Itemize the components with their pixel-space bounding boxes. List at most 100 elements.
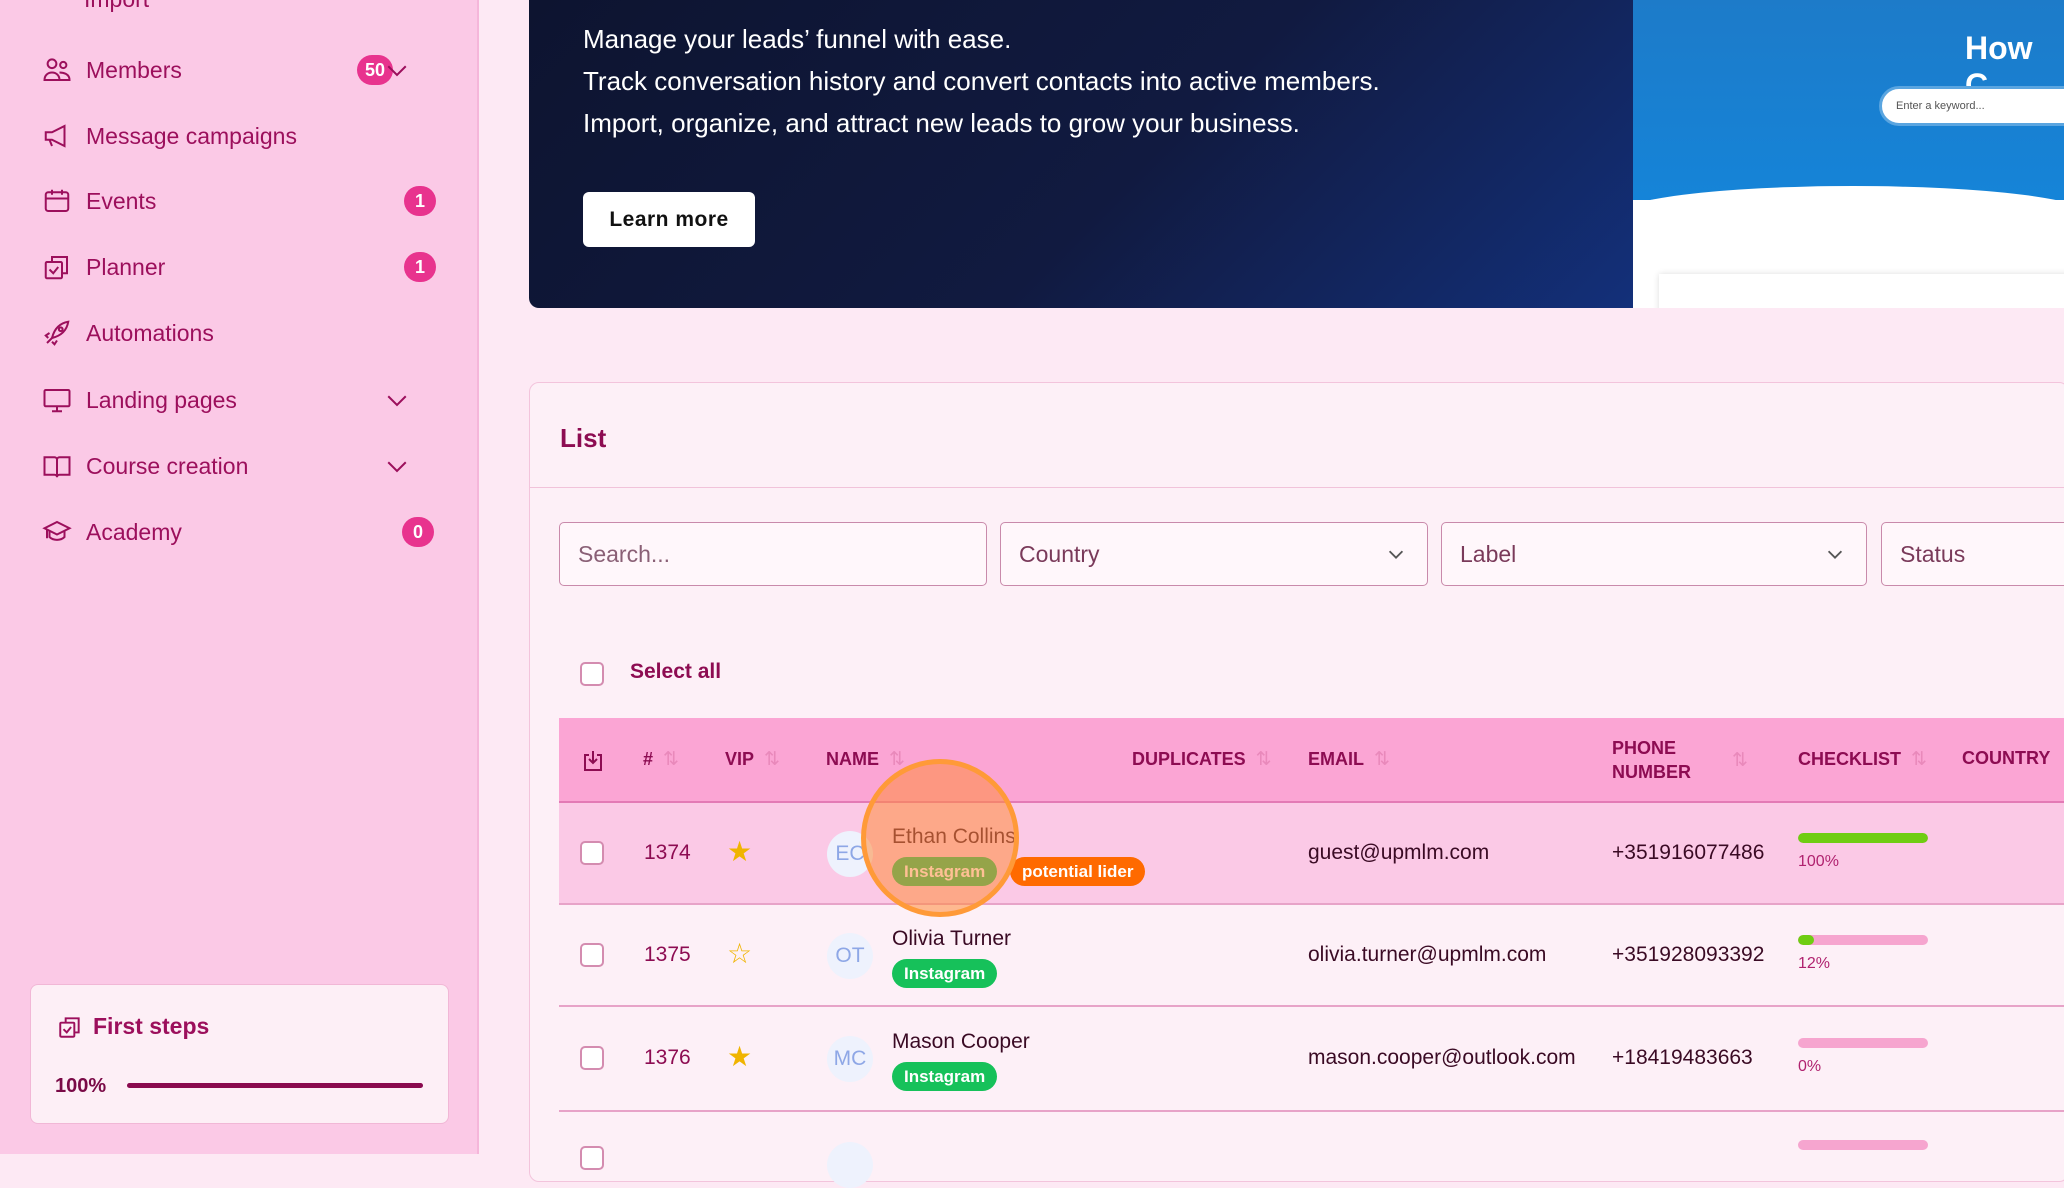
banner-line: Track conversation history and convert c…	[583, 66, 1380, 96]
checklist-progress-bar	[1798, 935, 1928, 945]
sidebar-item-academy[interactable]: Academy 0	[42, 507, 442, 557]
sidebar-item-planner[interactable]: Planner 1	[42, 242, 442, 292]
preview-search: Enter a keyword...	[1879, 86, 2064, 126]
avatar	[827, 1142, 873, 1188]
graduation-cap-icon	[42, 520, 72, 541]
row-checkbox[interactable]	[580, 1146, 604, 1170]
contact-phone: +18419483663	[1612, 1046, 1753, 1069]
sidebar-item-label: Course creation	[86, 452, 249, 479]
click-highlight-indicator	[861, 759, 1019, 917]
users-icon	[43, 58, 71, 81]
row-checkbox[interactable]	[580, 841, 604, 865]
column-header-checklist[interactable]: CHECKLIST ⇅	[1798, 749, 1927, 770]
sidebar-item-label: Members	[86, 56, 182, 83]
column-header-email[interactable]: EMAIL ⇅	[1308, 749, 1390, 770]
column-header-num[interactable]: # ⇅	[643, 749, 679, 770]
contact-name[interactable]: Mason Cooper	[892, 1030, 1030, 1053]
sort-icon: ⇅	[1732, 749, 1748, 771]
academy-count-badge: 0	[402, 517, 434, 547]
rocket-icon	[44, 320, 70, 346]
label-select[interactable]: Label	[1441, 522, 1867, 586]
row-id: 1374	[644, 841, 691, 864]
sidebar-item-import[interactable]: Import	[84, 0, 149, 13]
column-header-vip[interactable]: VIP ⇅	[725, 749, 780, 770]
avatar: OT	[827, 933, 873, 979]
learn-more-button[interactable]: Learn more	[583, 192, 755, 247]
label-select-value: Label	[1460, 540, 1517, 567]
row-checkbox[interactable]	[580, 943, 604, 967]
select-all-checkbox[interactable]	[580, 662, 604, 686]
planner-count-badge: 1	[404, 252, 436, 282]
lead-tag: Instagram	[892, 1062, 998, 1091]
chevron-down-icon[interactable]	[382, 451, 412, 481]
status-select[interactable]: Status	[1881, 522, 2064, 586]
star-filled-icon[interactable]: ★	[727, 1041, 753, 1072]
sidebar-item-events[interactable]: Events 1	[42, 176, 442, 226]
chevron-down-icon[interactable]	[382, 55, 412, 85]
table-row[interactable]: 1375 ☆ OT Olivia Turner Instagram olivia…	[559, 905, 2064, 1007]
list-title: List	[560, 423, 607, 453]
country-select-value: Country	[1019, 540, 1100, 567]
clipboard-check-icon	[44, 256, 68, 280]
sidebar-item-course-creation[interactable]: Course creation	[42, 441, 442, 491]
banner-line: Import, organize, and attract new leads …	[583, 108, 1300, 138]
table-row[interactable]	[559, 1112, 2064, 1188]
column-header-name[interactable]: NAME ⇅	[826, 749, 905, 770]
country-select[interactable]: Country	[1000, 522, 1428, 586]
column-header-country[interactable]: COUNTRY	[1962, 748, 2051, 768]
first-steps-title: First steps	[93, 1013, 210, 1039]
sidebar-item-label: Automations	[86, 319, 214, 346]
chevron-down-icon[interactable]	[382, 385, 412, 415]
sort-icon: ⇅	[1374, 749, 1390, 770]
star-filled-icon[interactable]: ★	[727, 836, 753, 867]
avatar: MC	[827, 1036, 873, 1082]
clipboard-check-icon	[59, 1016, 80, 1038]
row-id: 1375	[644, 943, 691, 966]
first-steps-card[interactable]: First steps 100%	[30, 984, 449, 1124]
monitor-icon	[43, 389, 71, 413]
checklist-percent: 0%	[1798, 1058, 1822, 1075]
row-id: 1376	[644, 1046, 691, 1069]
column-header-duplicates[interactable]: DUPLICATES ⇅	[1132, 749, 1272, 770]
sidebar-item-message-campaigns[interactable]: Message campaigns	[42, 111, 442, 161]
checklist-progress-bar	[1798, 1140, 1928, 1150]
sidebar-item-label: Planner	[86, 253, 166, 280]
sidebar: Import Members 50 Message campaigns Even…	[0, 0, 479, 1154]
column-header-phone[interactable]: PHONE NUMBER ⇅	[1612, 738, 1748, 782]
members-count-badge: 50	[357, 55, 394, 85]
select-all-label[interactable]: Select all	[630, 660, 722, 683]
table-header: # ⇅ VIP ⇅ NAME ⇅ DUPLICATES ⇅ EMAIL ⇅ PHONE N…	[559, 718, 2064, 803]
sidebar-item-landing-pages[interactable]: Landing pages	[42, 375, 442, 425]
chevron-down-icon	[1388, 550, 1404, 559]
checklist-progress-bar	[1798, 1038, 1928, 1048]
book-icon	[43, 456, 71, 478]
lead-tag: potential lider	[1010, 857, 1146, 886]
checklist-progress-bar	[1798, 833, 1928, 843]
sort-icon: ⇅	[1255, 749, 1272, 770]
table-row[interactable]: 1374 ★ EC Ethan Collins Instagrampotenti…	[559, 803, 2064, 905]
banner-line: Manage your leads’ funnel with ease.	[583, 24, 1012, 54]
sort-icon: ⇅	[1911, 749, 1927, 770]
promo-banner: Manage your leads’ funnel with ease. Tra…	[529, 0, 1633, 308]
contact-email: olivia.turner@upmlm.com	[1308, 943, 1547, 966]
calendar-icon	[44, 189, 70, 212]
star-outline-icon[interactable]: ☆	[727, 938, 753, 969]
table-row[interactable]: 1376 ★ MC Mason Cooper Instagram mason.c…	[559, 1008, 2064, 1112]
sidebar-item-label: Academy	[86, 518, 182, 545]
export-icon[interactable]	[581, 748, 605, 774]
sidebar-item-label: Message campaigns	[86, 122, 297, 149]
checklist-percent: 100%	[1798, 853, 1839, 870]
search-input[interactable]: Search...	[559, 522, 987, 586]
contact-phone: +351928093392	[1612, 943, 1765, 966]
contact-email: guest@upmlm.com	[1308, 841, 1490, 864]
sidebar-item-automations[interactable]: Automations	[42, 308, 442, 358]
megaphone-icon	[44, 124, 66, 148]
row-checkbox[interactable]	[580, 1046, 604, 1070]
lead-tag: Instagram	[892, 959, 998, 988]
events-count-badge: 1	[404, 186, 436, 216]
contact-name[interactable]: Olivia Turner	[892, 927, 1012, 950]
banner-preview-image: How C Enter a keyword...	[1633, 0, 2064, 308]
contact-phone: +351916077486	[1612, 841, 1765, 864]
sidebar-item-members[interactable]: Members 50	[42, 45, 442, 95]
sort-icon: ⇅	[764, 749, 780, 770]
